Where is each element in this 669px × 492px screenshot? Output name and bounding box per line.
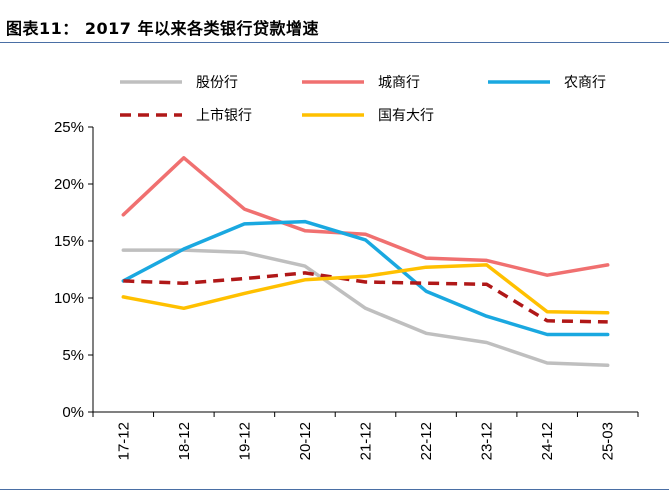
x-tick-label: 19-12: [236, 422, 253, 460]
x-tick-label: 17-12: [115, 422, 132, 460]
bottom-rule: [0, 489, 669, 490]
series-line-4: [121, 263, 610, 315]
x-tick-label: 20-12: [297, 422, 314, 460]
x-tick-label: 21-12: [358, 422, 375, 460]
y-tick-label: 5%: [62, 347, 84, 364]
series-line-1: [121, 156, 610, 277]
legend-label-2: 农商行: [564, 75, 606, 91]
series-line-2: [121, 219, 610, 337]
y-tick-label: 0%: [62, 404, 84, 421]
x-tick-label: 25-03: [600, 422, 617, 460]
top-rule: [0, 42, 669, 43]
series-line-3: [123, 271, 608, 324]
x-tick-label: 22-12: [418, 422, 435, 460]
legend-label-0: 股份行: [196, 75, 238, 91]
y-tick-label: 25%: [54, 119, 84, 136]
chart-title: 图表11： 2017 年以来各类银行贷款增速: [6, 19, 319, 38]
x-tick-label: 24-12: [539, 422, 556, 460]
title-bar: 图表11： 2017 年以来各类银行贷款增速: [0, 0, 669, 46]
legend-label-1: 城商行: [378, 75, 420, 91]
y-tick-label: 10%: [54, 290, 84, 307]
y-tick-label: 15%: [54, 233, 84, 250]
x-tick-label: 18-12: [176, 422, 193, 460]
legend-label-3: 上市银行: [196, 107, 252, 124]
x-tick-label: 23-12: [479, 422, 496, 460]
y-tick-label: 20%: [54, 176, 84, 193]
series-line-0: [121, 248, 610, 368]
legend-label-4: 国有大行: [378, 108, 434, 124]
